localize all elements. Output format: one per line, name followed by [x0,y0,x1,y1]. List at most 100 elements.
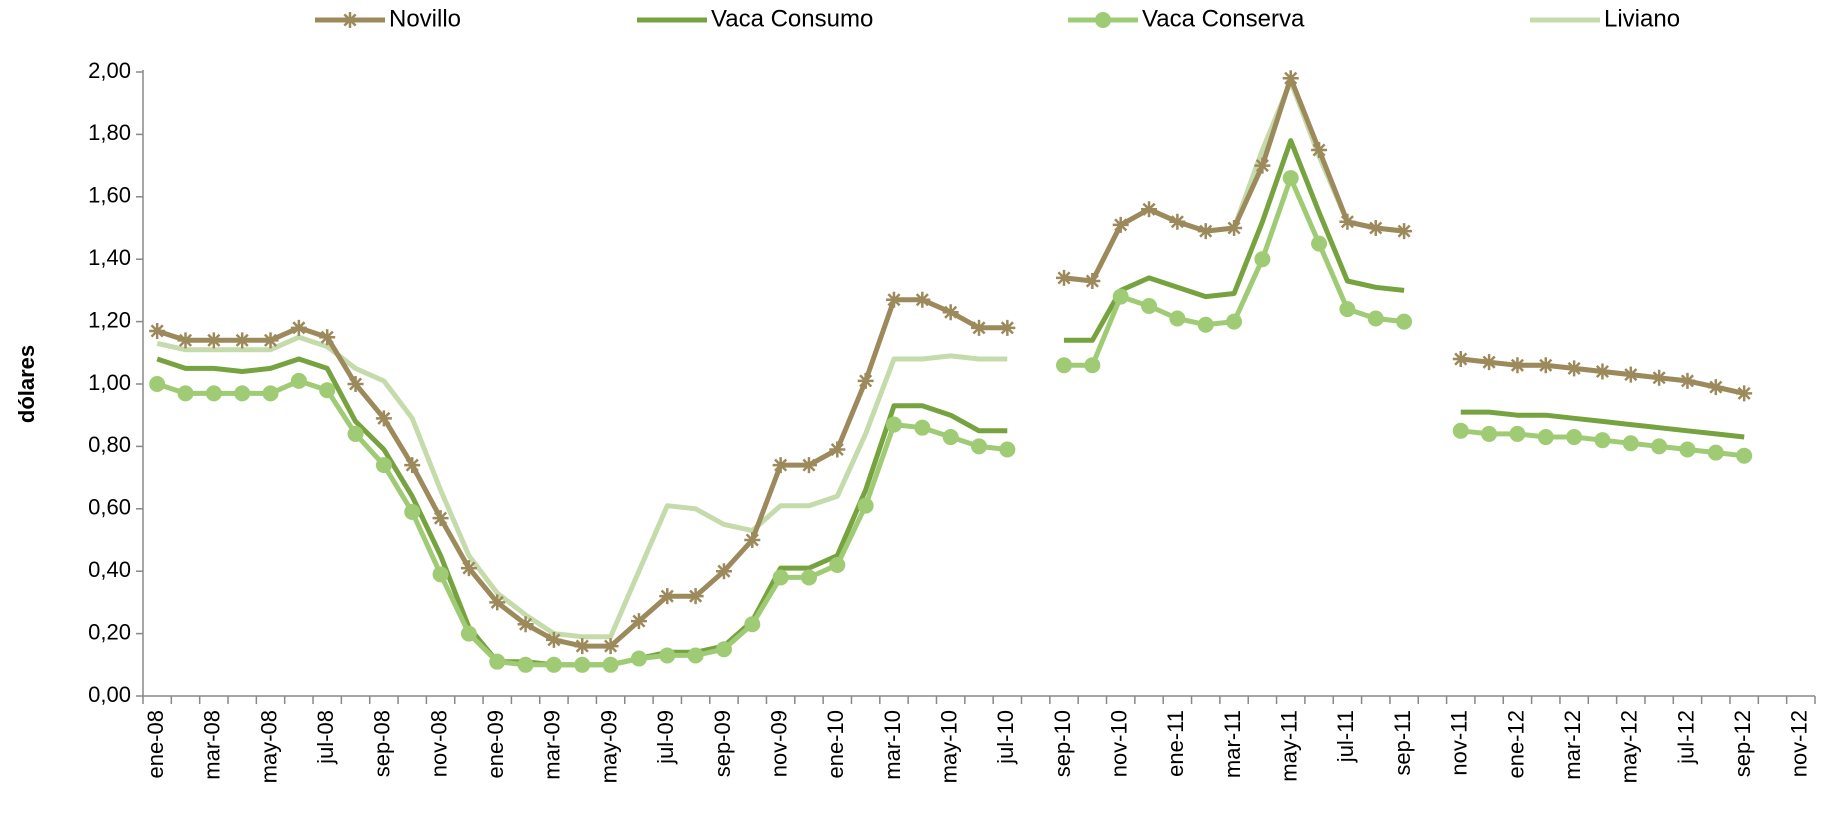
legend-label: Vaca Conserva [1142,5,1305,32]
point-marker [829,556,846,573]
x-tick-label: sep-08 [370,710,395,777]
point-marker [687,647,704,664]
y-tick-label: 0,40 [88,557,131,582]
y-tick-label: 2,00 [88,58,131,83]
x-tick-label: ene-11 [1163,710,1188,777]
point-marker [914,291,931,308]
point-marker [517,616,534,633]
point-marker [1084,357,1101,374]
x-tick-label: ene-08 [143,710,168,779]
y-tick-label: 0,60 [88,495,131,520]
point-marker [715,641,732,658]
x-tick-label: may-09 [596,710,621,783]
point-marker [574,656,591,673]
point-marker [460,560,477,577]
point-marker [630,613,647,630]
point-marker [885,416,902,433]
point-marker [1481,425,1498,442]
x-tick-label: nov-08 [426,710,451,777]
point-marker [1141,298,1158,314]
point-marker [1197,316,1214,333]
point-marker [404,457,421,474]
point-marker [942,304,959,321]
point-marker [149,376,166,392]
point-marker [1594,363,1611,380]
point-marker [262,332,279,349]
point-marker [1226,220,1243,236]
point-marker [744,616,761,633]
point-marker [1056,357,1073,374]
legend-marker [1095,12,1111,28]
legend-label: Liviano [1604,5,1680,32]
point-marker [1707,379,1724,396]
x-tick-label: nov-09 [766,710,791,777]
point-marker [1339,301,1356,318]
point-marker [1254,157,1271,174]
point-marker [1537,429,1554,446]
point-marker [1651,369,1668,386]
x-tick-label: sep-10 [1050,710,1075,777]
x-tick-label: sep-11 [1390,710,1415,776]
x-tick-label: may-08 [256,710,281,783]
x-tick-label: nov-10 [1107,710,1132,777]
point-marker [971,438,987,455]
point-marker [290,372,307,389]
point-marker [290,319,307,336]
point-marker [857,497,874,514]
point-marker [1736,385,1753,402]
point-marker [1112,216,1129,233]
x-tick-label: jul-12 [1673,710,1698,765]
point-marker [404,503,421,520]
point-marker [885,291,902,308]
point-marker [517,656,534,673]
point-marker [319,382,336,399]
point-marker [999,319,1016,336]
point-marker [630,650,647,667]
x-tick-label: sep-12 [1730,710,1755,777]
x-tick-label: may-12 [1617,710,1642,783]
point-marker [659,647,676,664]
point-marker [1566,360,1583,377]
y-tick-label: 0,80 [88,432,131,457]
point-marker [1622,435,1639,452]
point-marker [1622,366,1639,383]
point-marker [1141,201,1158,218]
point-marker [1707,444,1724,461]
x-tick-label: mar-12 [1560,710,1585,780]
point-marker [1112,288,1129,305]
point-marker [177,332,194,349]
point-marker [177,385,194,402]
point-marker [234,332,251,349]
point-marker [857,372,874,389]
y-tick-label: 1,60 [88,183,131,208]
x-tick-label: may-11 [1277,710,1302,782]
point-marker [489,594,506,611]
point-marker [1282,70,1299,87]
point-marker [545,656,562,673]
point-marker [1197,223,1214,240]
x-tick-label: mar-11 [1220,710,1245,778]
legend-label: Novillo [389,5,461,32]
point-marker [1481,354,1498,371]
point-marker [1651,438,1668,455]
series-line [156,78,1745,640]
series-line [156,75,1745,649]
point-marker [1509,357,1526,374]
point-marker [234,385,251,402]
point-marker [375,410,392,427]
point-marker [1084,273,1101,290]
series-line [156,175,1745,668]
point-marker [1254,251,1271,268]
x-tick-label: mar-08 [200,710,225,780]
point-marker [347,425,364,442]
point-marker [715,563,732,580]
x-tick-label: jul-10 [993,710,1018,765]
point-marker [1311,142,1328,158]
point-marker [1339,213,1356,230]
point-marker [914,419,931,436]
point-marker [1396,223,1413,240]
point-marker [1736,447,1753,464]
y-tick-label: 0,00 [88,682,131,707]
point-marker [772,457,789,474]
